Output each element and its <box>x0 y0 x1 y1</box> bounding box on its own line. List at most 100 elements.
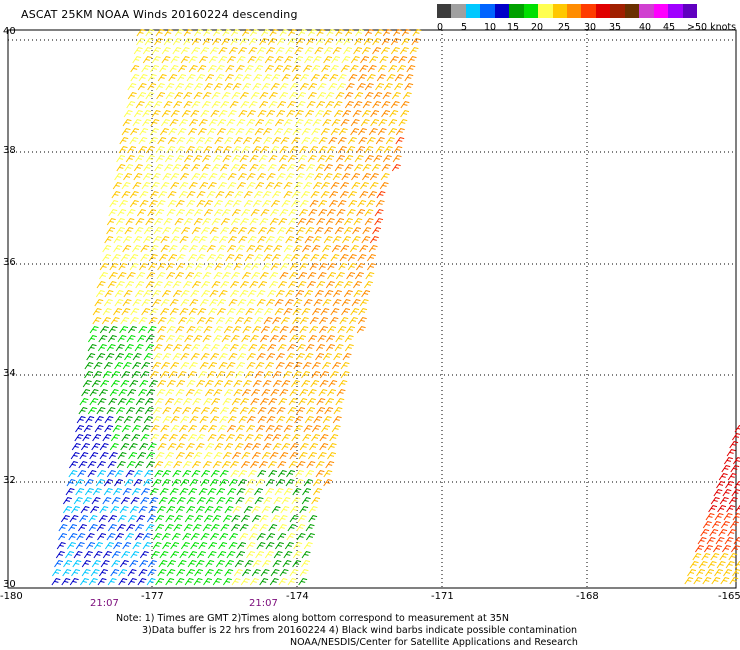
wind-barb <box>325 218 335 226</box>
wind-barb <box>316 407 326 415</box>
wind-barb <box>318 146 328 154</box>
wind-barb <box>303 425 313 433</box>
wind-barb <box>200 479 210 487</box>
wind-barb <box>176 137 186 145</box>
wind-barb <box>132 56 142 64</box>
wind-barb <box>175 506 185 514</box>
wind-barb <box>87 407 97 415</box>
wind-barb <box>174 29 184 37</box>
wind-barb <box>137 578 147 586</box>
wind-barb <box>130 65 140 73</box>
wind-barb <box>270 146 280 154</box>
wind-barb <box>290 200 300 208</box>
wind-barb <box>172 47 182 55</box>
wind-barb <box>142 290 152 298</box>
wind-barb <box>128 452 138 460</box>
wind-barb <box>318 137 328 145</box>
wind-barb <box>249 218 259 226</box>
wind-barb <box>200 533 210 541</box>
wind-barb <box>267 407 277 415</box>
wind-barb <box>377 65 387 73</box>
wind-barb <box>265 236 275 244</box>
wind-barb <box>277 344 287 352</box>
wind-barb <box>242 137 252 145</box>
note-line-3: NOAA/NESDIS/Center for Satellite Applica… <box>290 637 578 648</box>
wind-barb <box>303 299 313 307</box>
wind-barb <box>383 83 393 91</box>
wind-barb <box>357 200 367 208</box>
wind-barb <box>108 326 118 334</box>
wind-barb <box>393 29 403 37</box>
wind-barb <box>689 561 699 569</box>
wind-barb <box>174 272 184 280</box>
wind-barb <box>203 29 213 37</box>
legend-swatch <box>523 4 539 18</box>
wind-barb <box>134 533 144 541</box>
wind-barb <box>263 137 273 145</box>
map-title: ASCAT 25KM NOAA Winds 20160224 descendin… <box>21 8 298 21</box>
wind-barb <box>341 308 351 316</box>
wind-barb <box>271 74 281 82</box>
wind-barb <box>314 290 324 298</box>
wind-barb <box>234 434 244 442</box>
wind-barb <box>210 353 220 361</box>
wind-barb <box>112 425 122 433</box>
wind-barb <box>251 569 261 577</box>
wind-barb <box>299 326 309 334</box>
wind-barb <box>212 461 222 469</box>
wind-barb <box>142 119 152 127</box>
wind-barb <box>264 551 274 559</box>
wind-barb <box>180 542 190 550</box>
wind-barb <box>212 335 222 343</box>
wind-barb <box>390 101 400 109</box>
wind-barb <box>93 362 103 370</box>
wind-barb <box>109 200 119 208</box>
wind-barb <box>58 524 68 532</box>
wind-barb <box>322 299 332 307</box>
wind-barb <box>249 164 259 172</box>
wind-barb <box>190 533 200 541</box>
wind-barb <box>126 335 136 343</box>
wind-barb <box>164 452 174 460</box>
wind-barb <box>291 65 301 73</box>
wind-barb <box>106 533 116 541</box>
wind-barb <box>155 515 165 523</box>
wind-barb <box>175 209 185 217</box>
wind-barb <box>219 479 229 487</box>
wind-barb <box>219 227 229 235</box>
wind-barb <box>305 344 315 352</box>
wind-barb <box>231 92 241 100</box>
wind-barb <box>312 56 322 64</box>
wind-barb <box>274 299 284 307</box>
wind-barb <box>180 299 190 307</box>
wind-barb <box>209 299 219 307</box>
wind-barb <box>315 164 325 172</box>
wind-barb <box>144 101 154 109</box>
wind-barb <box>138 74 148 82</box>
wind-barb <box>714 513 724 521</box>
wind-barb <box>92 488 102 496</box>
wind-barb <box>98 335 108 343</box>
wind-barb <box>245 128 255 136</box>
wind-barb <box>68 461 78 469</box>
wind-barb <box>732 457 740 465</box>
wind-barb <box>132 182 142 190</box>
legend-swatch <box>494 4 510 18</box>
wind-barb <box>241 209 251 217</box>
wind-barb <box>390 47 400 55</box>
wind-barb <box>294 110 304 118</box>
legend-label: 5 <box>461 22 468 33</box>
wind-barb <box>93 542 103 550</box>
wind-barb <box>340 245 350 253</box>
wind-barb <box>272 443 282 451</box>
wind-barb <box>259 218 269 226</box>
wind-barb <box>307 335 317 343</box>
wind-barb <box>210 407 220 415</box>
wind-barb <box>129 506 139 514</box>
wind-barb <box>296 344 306 352</box>
wind-barb <box>246 182 256 190</box>
wind-barb <box>317 335 327 343</box>
wind-barb <box>343 290 353 298</box>
wind-barb <box>161 533 171 541</box>
wind-barb <box>302 362 312 370</box>
